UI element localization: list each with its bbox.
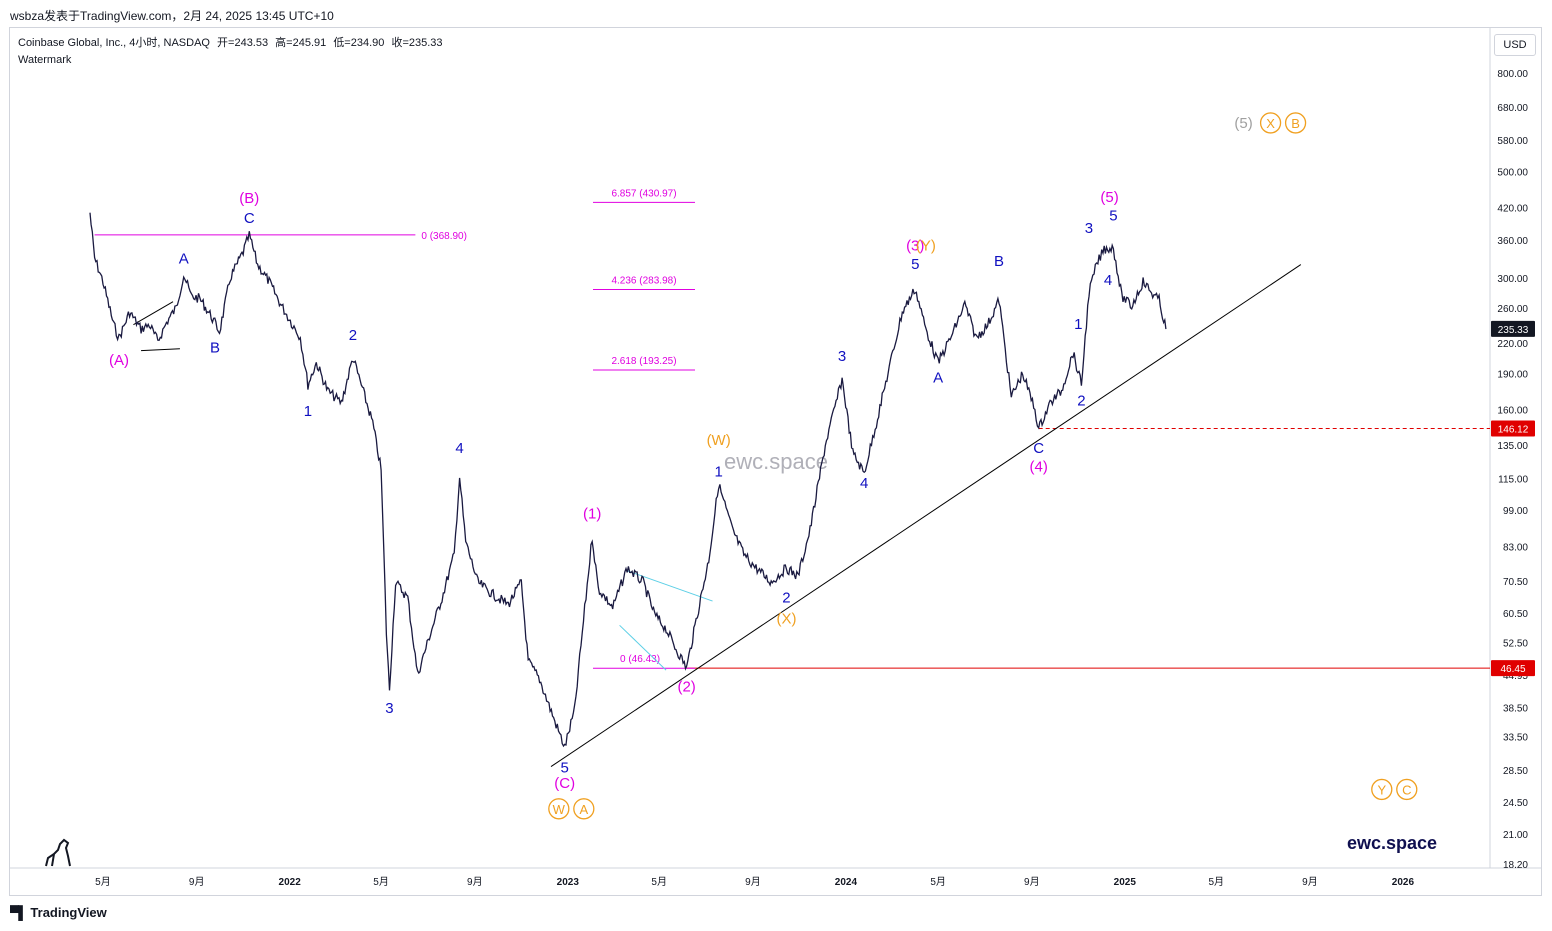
symbol-row: Coinbase Global, Inc., 4小时, NASDAQ 开=243… — [18, 35, 447, 52]
footer-brand: TradingView — [30, 905, 107, 920]
chart-legend: Coinbase Global, Inc., 4小时, NASDAQ 开=243… — [18, 35, 447, 69]
chart-frame — [9, 27, 1542, 896]
tradingview-logo-icon: ▀▌ — [10, 905, 27, 920]
ohlc-low: 低=234.90 — [333, 37, 385, 49]
ohlc-high: 高=245.91 — [275, 37, 327, 49]
ohlc-close: 收=235.33 — [391, 37, 443, 49]
tradingview-footer[interactable]: ▀▌ TradingView — [10, 905, 107, 920]
currency-button[interactable]: USD — [1494, 34, 1536, 56]
symbol-info[interactable]: Coinbase Global, Inc., 4小时, NASDAQ — [18, 37, 210, 49]
publisher-line: wsbza发表于TradingView.com，2月 24, 2025 13:4… — [10, 9, 334, 23]
ohlc-open: 开=243.53 — [217, 37, 269, 49]
indicator-watermark-label[interactable]: Watermark — [18, 54, 72, 66]
